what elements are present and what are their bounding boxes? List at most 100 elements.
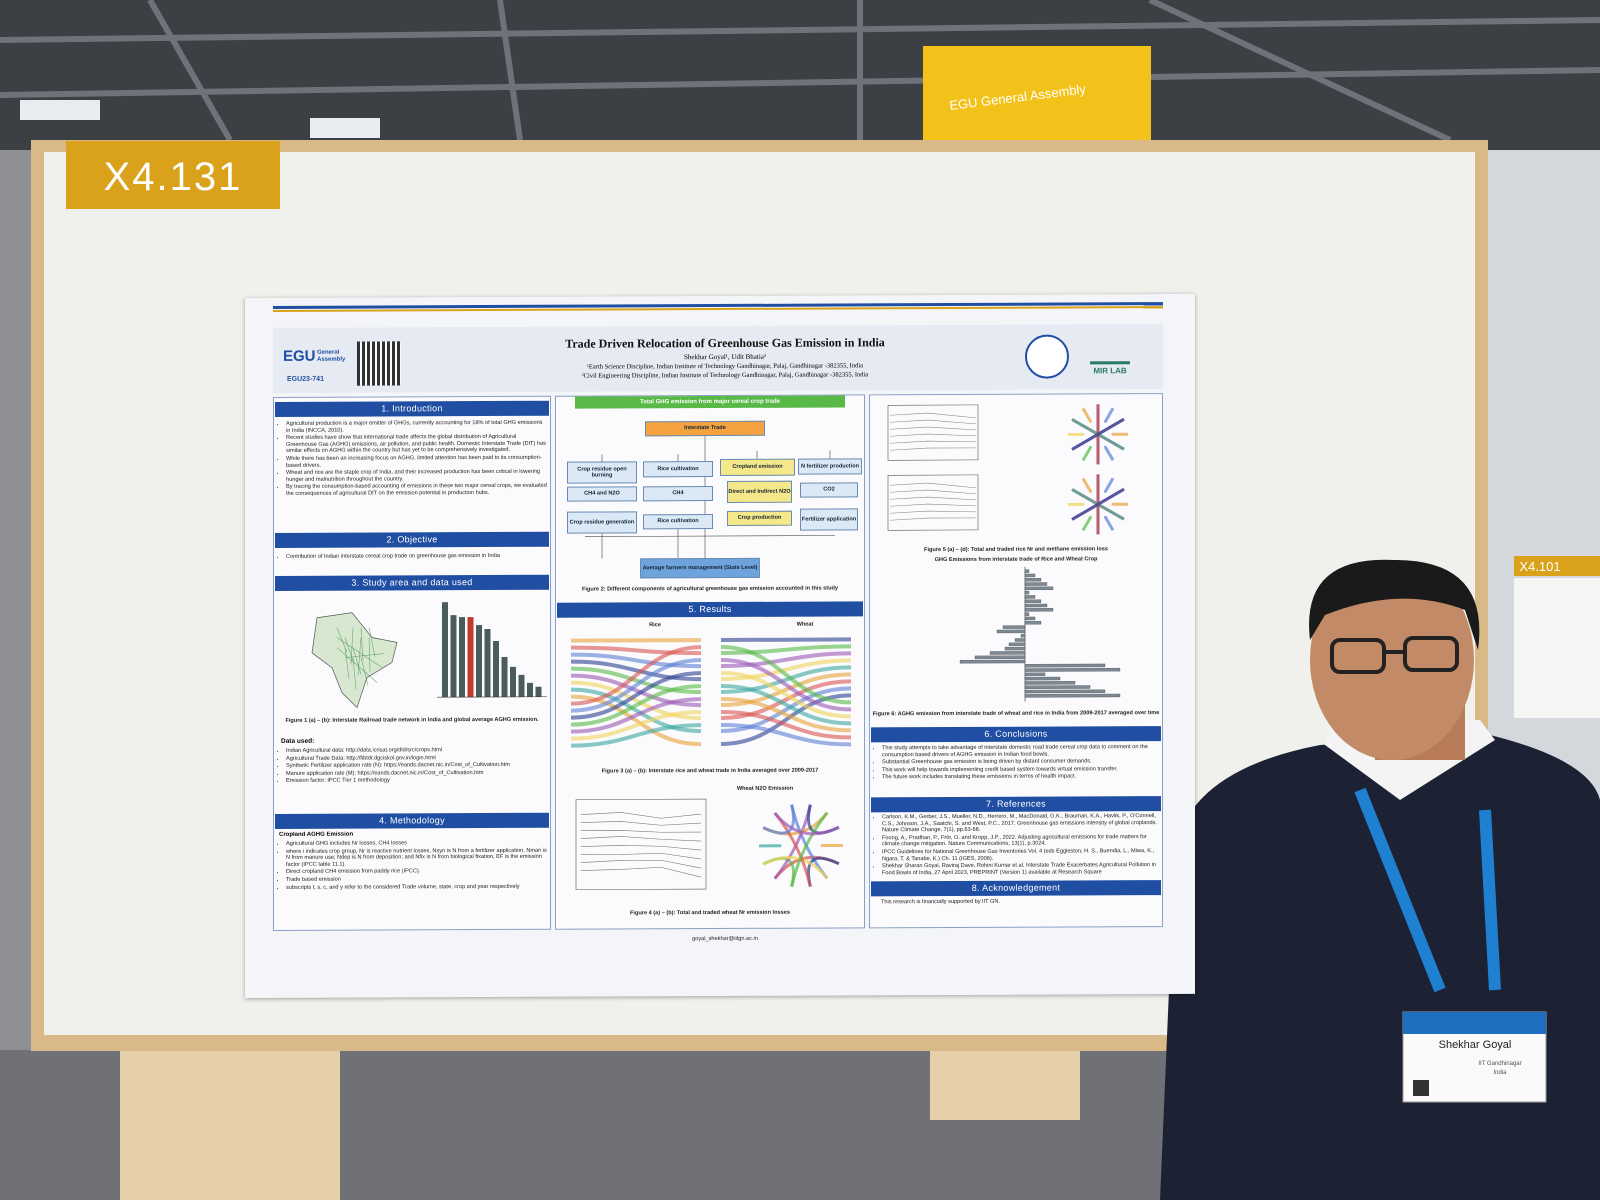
alluvial-flow bbox=[570, 680, 702, 721]
trend-line bbox=[889, 426, 977, 431]
person: Shekhar Goyal IIT Gandhinagar India bbox=[1160, 559, 1600, 1200]
bar-decoration bbox=[1024, 612, 1030, 616]
alluvial-flow bbox=[570, 658, 702, 713]
bar-decoration bbox=[1024, 685, 1091, 689]
chord bbox=[1081, 445, 1093, 462]
alluvial-flow bbox=[720, 672, 852, 707]
trend-line bbox=[580, 812, 702, 819]
alluvial-flow bbox=[570, 652, 702, 669]
section-heading: 6. Conclusions bbox=[871, 726, 1161, 743]
methodology-item: subscripts t, s, c, and y refer to the c… bbox=[286, 883, 547, 891]
introduction-item: While there has been an increasing focus… bbox=[286, 455, 547, 469]
bar-decoration bbox=[1024, 573, 1036, 578]
india-map bbox=[311, 612, 398, 709]
bar-decoration bbox=[1024, 599, 1042, 603]
chord bbox=[790, 811, 829, 887]
badge-qr bbox=[1413, 1080, 1429, 1096]
bar-decoration bbox=[1024, 693, 1121, 698]
qr-code bbox=[357, 341, 401, 386]
abstract-id: EGU23-741 bbox=[287, 375, 324, 383]
flowchart-node: N fertilizer production bbox=[798, 458, 862, 475]
bar-decoration bbox=[1024, 578, 1042, 582]
bar-decoration bbox=[1024, 603, 1048, 608]
alluvial-flow bbox=[570, 710, 702, 741]
badge-name: Shekhar Goyal bbox=[1439, 1039, 1512, 1051]
figure-title: GHG Emissions from interstate trade of R… bbox=[934, 556, 1098, 564]
alluvial-flow bbox=[720, 679, 852, 720]
bar-decoration bbox=[450, 615, 457, 698]
figure-caption: Figure 2: Different components of agricu… bbox=[581, 585, 839, 593]
alluvial-flow bbox=[720, 657, 852, 712]
bar-decoration bbox=[1024, 672, 1046, 677]
trend-line bbox=[580, 845, 702, 851]
trade-link bbox=[368, 637, 371, 672]
egu-logo: EGU bbox=[283, 347, 315, 365]
chord bbox=[762, 804, 795, 835]
figure-caption: Figure 1 (a) – (b): Interstate Railroad … bbox=[285, 716, 539, 724]
alluvial-flow bbox=[570, 697, 702, 734]
bar-decoration bbox=[459, 617, 465, 698]
flowchart-node: Cropland emission bbox=[720, 458, 795, 476]
alluvial-flow bbox=[720, 644, 852, 655]
chord bbox=[1081, 477, 1092, 493]
trade-link bbox=[344, 647, 350, 679]
jacket bbox=[1160, 735, 1600, 1200]
bar-decoration bbox=[1024, 676, 1061, 681]
trend-line bbox=[889, 447, 976, 451]
alluvial-flow bbox=[570, 687, 702, 734]
flowchart-node: CO2 bbox=[800, 482, 858, 498]
alluvial-flow bbox=[720, 651, 852, 668]
flowchart-node: Direct and Indirect N2O bbox=[727, 480, 792, 503]
neighbor-board bbox=[1514, 578, 1600, 718]
bar-decoration bbox=[535, 686, 542, 697]
conclusions-item: This study attempts to take advantage of… bbox=[882, 744, 1159, 758]
bar-decoration bbox=[1024, 668, 1121, 672]
figure-6 bbox=[959, 566, 1121, 702]
board-label: X4.131 bbox=[104, 155, 243, 199]
bar-decoration bbox=[1024, 689, 1106, 694]
flowchart-node: Crop residue generation bbox=[567, 511, 637, 534]
alluvial-flow bbox=[720, 696, 852, 733]
bar-decoration bbox=[442, 602, 448, 698]
bar-decoration bbox=[1024, 569, 1030, 573]
bar-decoration bbox=[518, 674, 525, 697]
trend-line bbox=[580, 821, 702, 826]
references-list: Carlson, K.M., Gerber, J.S., Mueller, N.… bbox=[873, 813, 1159, 877]
trend-line bbox=[889, 412, 977, 419]
footer-email: goyal_shekhar@iitgn.ac.in bbox=[692, 935, 758, 943]
methodology: Agricultural GHG includes Nr losses, CH4… bbox=[277, 840, 547, 929]
figure-caption: Figure 5 (a) – (d): Total and traded ric… bbox=[924, 546, 1108, 554]
egu-logo-sub: General Assembly bbox=[317, 349, 346, 363]
alluvial-flow bbox=[570, 694, 702, 747]
conclusions-item: Substantial Greenhouse gas emission is b… bbox=[882, 758, 1159, 766]
trend-line bbox=[581, 852, 702, 860]
trend-line bbox=[580, 859, 702, 869]
alluvial-flow bbox=[570, 645, 702, 656]
references-item: Shekhar Sharan Goyal, Raviraj Dave, Rohi… bbox=[882, 862, 1159, 876]
section-heading: 4. Methodology bbox=[275, 812, 549, 829]
objective-item: Contribution of Indian interstate cereal… bbox=[286, 553, 547, 561]
trend-line bbox=[889, 517, 976, 521]
flowchart-node: Interstate Trade bbox=[645, 420, 765, 437]
flowchart-node: Fertilizer application bbox=[800, 508, 858, 531]
alluvial-flow bbox=[720, 683, 852, 726]
introduction-item: By tracing the consumption-based account… bbox=[286, 483, 547, 497]
neighbor-board-label: X4.101 bbox=[1519, 559, 1560, 574]
chord bbox=[1104, 445, 1115, 462]
data-used-item: Indian Agricultural data: http://data.ic… bbox=[286, 747, 547, 755]
data-used-item: Emission factor: IPCC Tier 1 methodology bbox=[286, 777, 547, 785]
alluvial-flow bbox=[721, 637, 851, 642]
board-leg bbox=[120, 1050, 340, 1200]
alluvial-flow bbox=[570, 666, 702, 695]
figure-3 bbox=[570, 637, 852, 748]
alluvial-flow bbox=[570, 723, 702, 748]
trend-line bbox=[889, 440, 977, 444]
conclusions-item: This work will help towards implementing… bbox=[882, 766, 1159, 774]
data-used-item: Manure application rate (M): https://ean… bbox=[286, 770, 547, 778]
trend-line bbox=[889, 482, 977, 489]
bar-decoration bbox=[1024, 608, 1054, 612]
methodology-item: Direct cropland CH4 emission from paddy … bbox=[286, 868, 547, 876]
introduction-item: Wheat and rice are the staple crop of In… bbox=[286, 469, 547, 483]
acknowledgement: This research is financially supported b… bbox=[881, 898, 1000, 906]
